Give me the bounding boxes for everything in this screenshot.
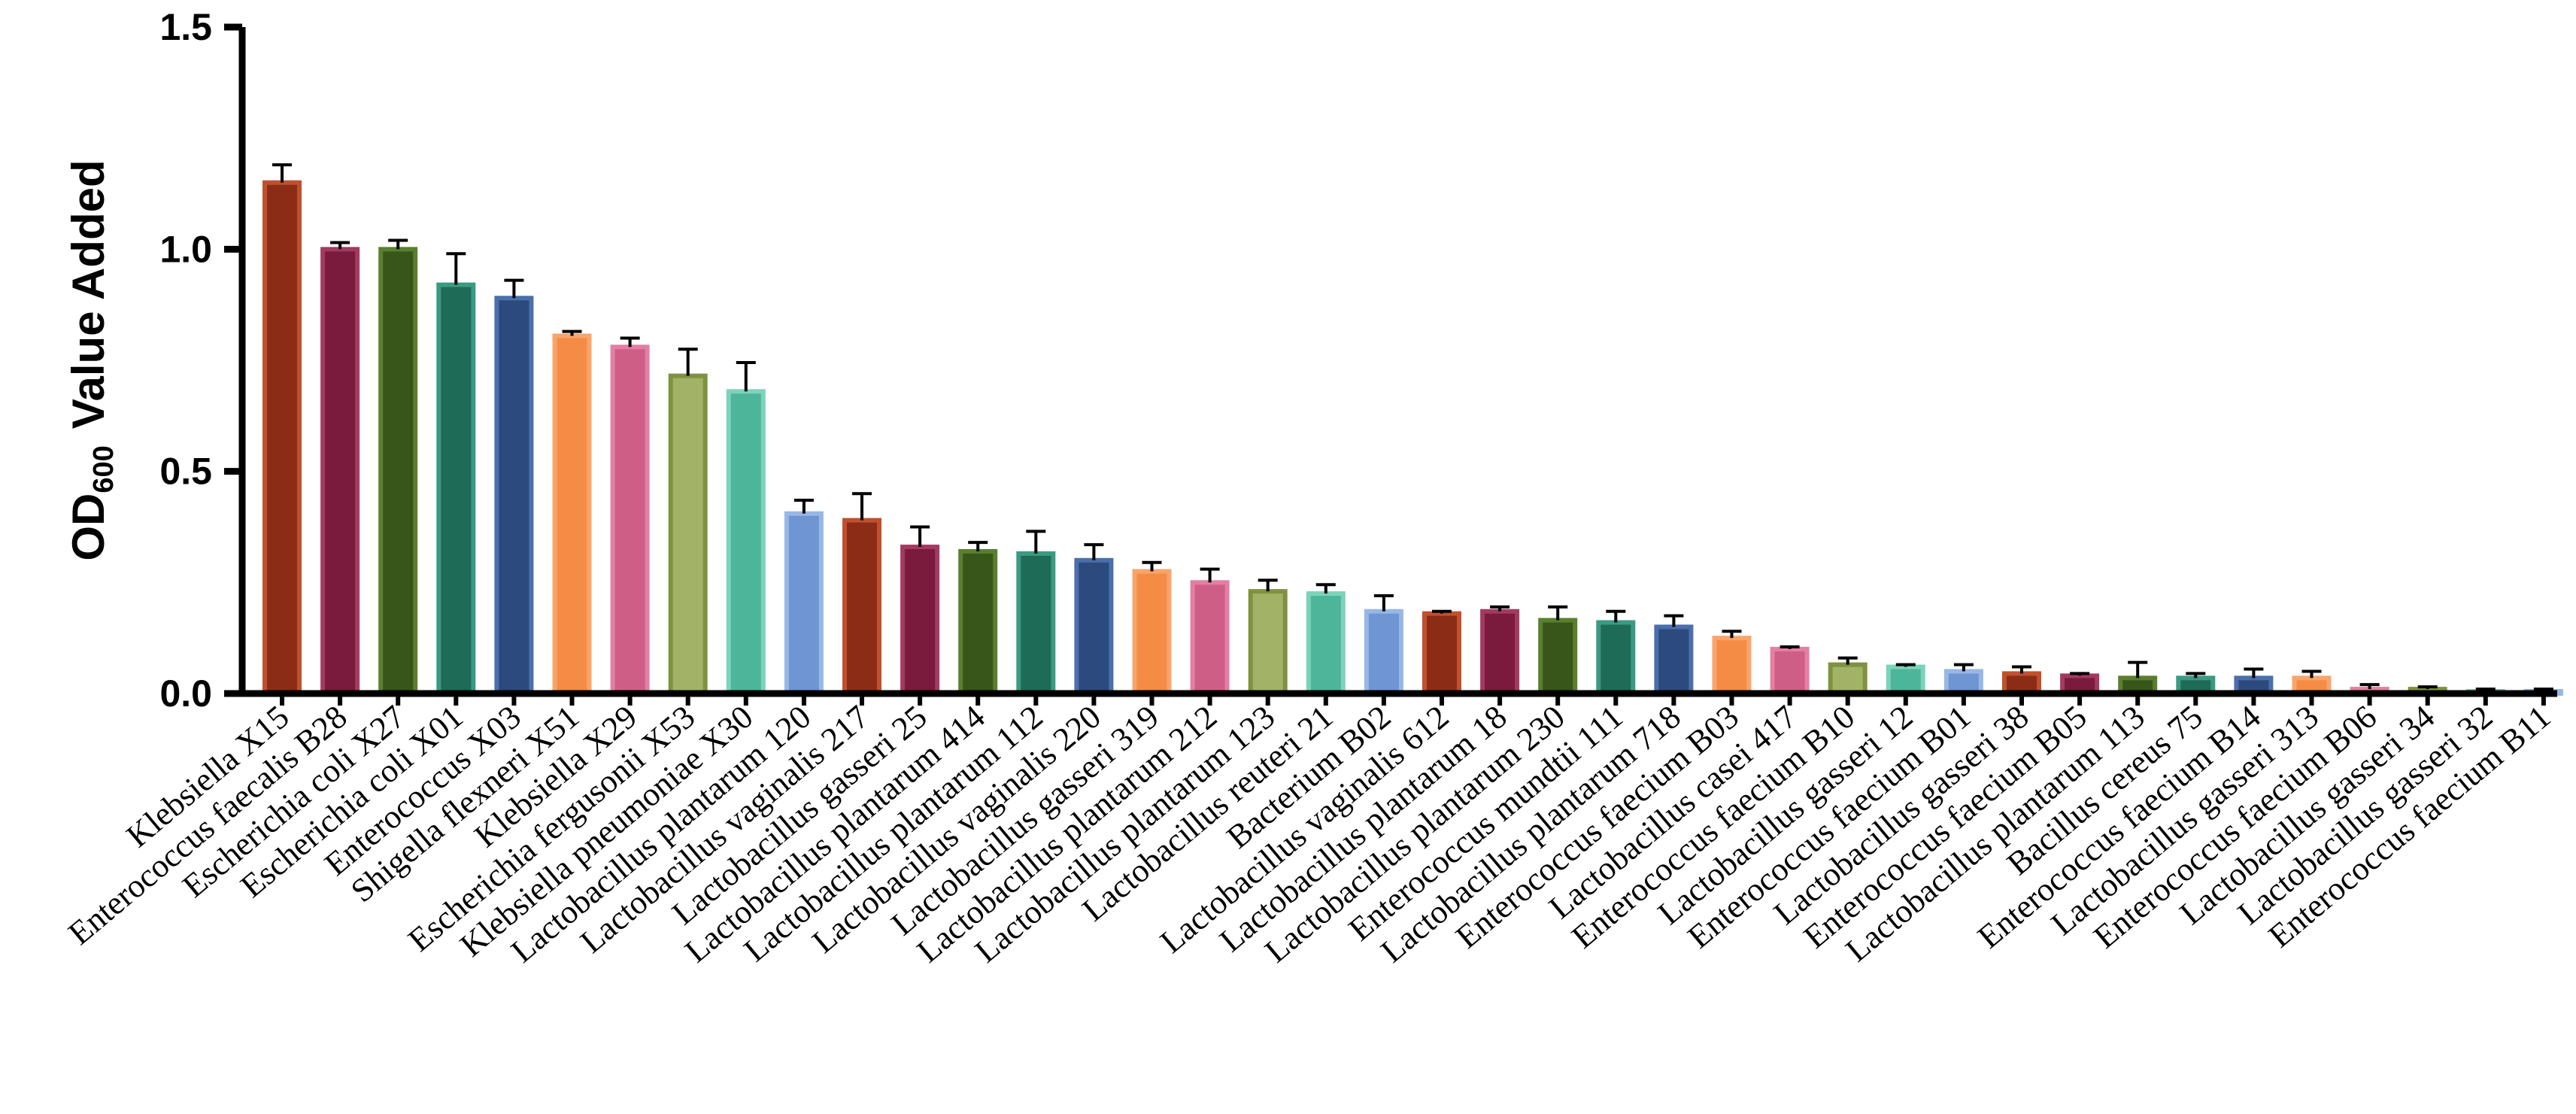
bar [378,247,418,697]
error-bar [1664,614,1684,627]
error-bar [1315,583,1336,594]
error-bar [2301,669,2322,678]
error-bar [2359,683,2380,690]
bar [610,345,650,696]
bar [1828,662,1868,697]
error-bar [1200,567,1220,583]
error-bar [678,348,698,376]
bar [1016,551,1056,696]
error-bar [562,329,582,336]
bar [668,373,708,696]
y-axis-label: OD600 Value Added [63,159,120,560]
y-tick-label: 1.0 [159,228,212,270]
bar [1074,557,1114,696]
y-tick-label: 0.0 [159,672,212,715]
error-bar [1432,609,1452,614]
error-bar [446,252,466,285]
bar [1364,609,1403,697]
error-bar [852,492,872,521]
bar [1712,636,1752,697]
bar [1422,611,1461,696]
error-bar [1606,609,1626,623]
error-bar [910,525,930,548]
y-tick-label: 1.5 [159,6,212,48]
bars-layer [262,180,2563,697]
error-bar [1722,630,1742,639]
error-bar [1895,663,1916,667]
error-bar [1373,594,1394,612]
error-bar [1490,605,1510,612]
error-bar [388,238,408,250]
error-bar [2244,667,2264,678]
bar [1770,646,1810,697]
bar [958,548,998,697]
bar [436,282,476,696]
error-bars-layer [272,163,2553,692]
bar [1132,569,1172,696]
error-bar [504,278,524,299]
bar [842,518,881,697]
error-bar [736,360,756,392]
bar [1306,591,1346,696]
error-bar [1780,645,1800,649]
bar [726,389,766,696]
bar [1480,609,1520,697]
error-bar [2186,672,2206,678]
bar [1248,589,1288,696]
error-bar [1548,605,1568,621]
y-axis-label-prefix: OD [63,493,114,561]
error-bar [1837,656,1858,665]
bar [1596,620,1636,697]
bar [494,296,534,697]
error-bar [1258,578,1278,592]
y-axis-label-subscript: 600 [88,445,120,493]
bar [552,333,592,696]
y-axis-label-suffix: Value Added [63,159,114,429]
error-bar [1142,560,1162,572]
error-bar [2128,660,2148,678]
bar [1886,664,1925,696]
error-bar [1084,543,1104,560]
bar [262,180,302,696]
bar [784,511,824,697]
bar [900,545,940,697]
error-bar [1953,663,1974,672]
error-bar [272,163,292,183]
error-bar [1026,530,1046,554]
bar [1538,618,1578,696]
error-bar [968,541,988,551]
error-bar [2012,665,2031,674]
y-ticks: 0.0 0.5 1.0 1.5 [159,6,242,715]
error-bar [793,499,814,514]
y-tick-label: 0.5 [159,451,212,493]
error-bar [2070,672,2090,676]
error-bar [330,241,350,250]
error-bar [620,336,640,348]
axes [238,27,2557,697]
error-bar [2417,685,2438,690]
bar [1190,580,1230,696]
bar [320,247,360,697]
bar [1654,624,1694,697]
